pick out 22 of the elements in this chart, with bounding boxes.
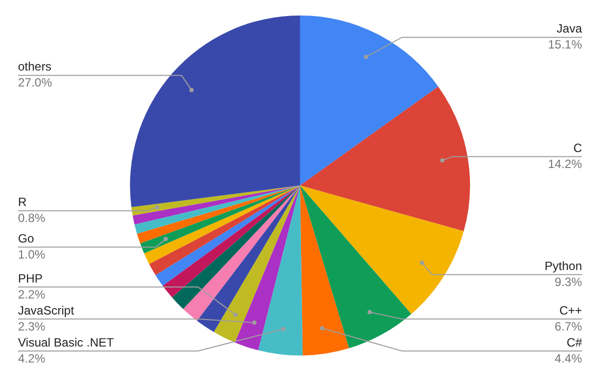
slice-label: Visual Basic .NET xyxy=(18,335,114,350)
data-label: 2.3% xyxy=(18,319,46,334)
data-label: 6.7% xyxy=(554,319,582,334)
slice-label: Python xyxy=(544,258,582,273)
slice-label: R xyxy=(18,195,27,210)
data-label: 14.2% xyxy=(548,156,582,171)
slice-label: C++ xyxy=(559,303,582,318)
slice-label: C xyxy=(573,140,582,155)
data-label: 9.3% xyxy=(554,274,582,289)
slice-label: JavaScript xyxy=(18,303,75,318)
data-label: 4.2% xyxy=(18,351,46,366)
slice-label: PHP xyxy=(18,271,43,286)
data-label: 1.0% xyxy=(18,247,46,262)
data-label: 4.4% xyxy=(554,351,582,366)
slice-label: Java xyxy=(556,22,582,36)
slice-label: Go xyxy=(18,231,34,246)
data-label: 0.8% xyxy=(18,211,46,226)
slice-label: others xyxy=(18,60,52,74)
data-label: 27.0% xyxy=(18,76,52,90)
data-label: 15.1% xyxy=(548,38,582,52)
data-label: 2.2% xyxy=(18,287,46,302)
slice-label: C# xyxy=(566,335,582,350)
